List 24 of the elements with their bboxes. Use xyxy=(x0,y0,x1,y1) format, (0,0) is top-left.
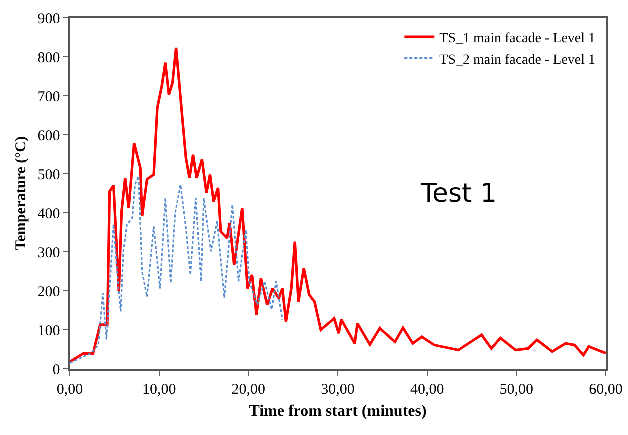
x-tick-label: 40,00 xyxy=(410,382,444,398)
x-tick-label: 0,00 xyxy=(56,382,84,398)
line-series xyxy=(70,46,606,364)
y-tick-label: 200 xyxy=(38,284,60,300)
annotation: Test 1 xyxy=(420,179,498,209)
x-tick-label: 20,00 xyxy=(232,382,266,398)
x-tick-label: 10,00 xyxy=(142,382,176,398)
x-axis-title: Time from start (minutes) xyxy=(249,402,427,420)
x-tick-label: 60,00 xyxy=(589,382,623,398)
y-tick-label: 500 xyxy=(38,167,60,184)
y-tick-label: 400 xyxy=(38,206,60,222)
line-series xyxy=(70,176,284,364)
legend-label: TS_1 main facade - Level 1 xyxy=(440,32,596,47)
x-tick-label: 30,00 xyxy=(321,382,355,398)
y-tick-label: 600 xyxy=(38,128,60,144)
y-tick-label: 700 xyxy=(38,89,60,106)
legend-label: TS_2 main facade - Level 1 xyxy=(440,52,596,68)
y-axis-title: Temperature (°C) xyxy=(14,136,30,250)
y-tick-label: 300 xyxy=(38,245,60,262)
x-tick-label: 50,00 xyxy=(500,382,534,398)
y-tick-label: 0 xyxy=(52,362,60,378)
y-tick-label: 900 xyxy=(38,11,60,28)
y-tick-label: 100 xyxy=(38,323,60,340)
y-tick-label: 800 xyxy=(38,50,60,66)
